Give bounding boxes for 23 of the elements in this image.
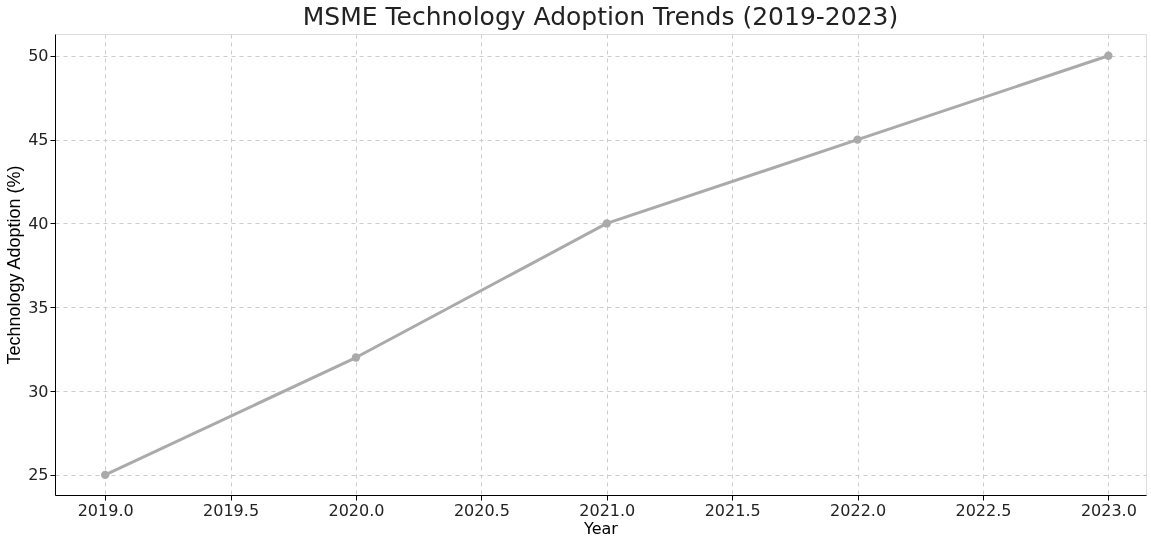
point [351,353,361,362]
x-axis-title: Year [583,518,619,538]
y-tick-label: 30 [28,381,49,401]
x-tick-label: 2019.5 [203,500,260,520]
x-tick-label: 2023.0 [1080,500,1137,520]
x-tick-label: 2020.5 [453,500,510,520]
point [853,135,862,144]
x-tick-label: 2022.5 [955,500,1012,520]
x-tick-label: 2019.0 [77,500,134,520]
y-tick-label: 45 [28,130,49,150]
y-axis-title: Technology Adoption (%) [4,165,25,365]
x-tick-label: 2021.0 [579,500,636,520]
point [602,219,611,228]
y-tick-label: 35 [28,297,49,317]
point [100,470,110,480]
x-tick-label: 2020.0 [328,500,385,520]
point [1104,51,1113,60]
y-tick-label: 40 [28,213,49,233]
chart-title: MSME Technology Adoption Trends (2019-2023) [302,2,899,31]
x-tick-label: 2022.0 [830,500,887,520]
x-tick-label: 2021.5 [704,500,761,520]
y-tick-label: 25 [28,465,49,485]
y-tick-label: 50 [28,46,49,66]
